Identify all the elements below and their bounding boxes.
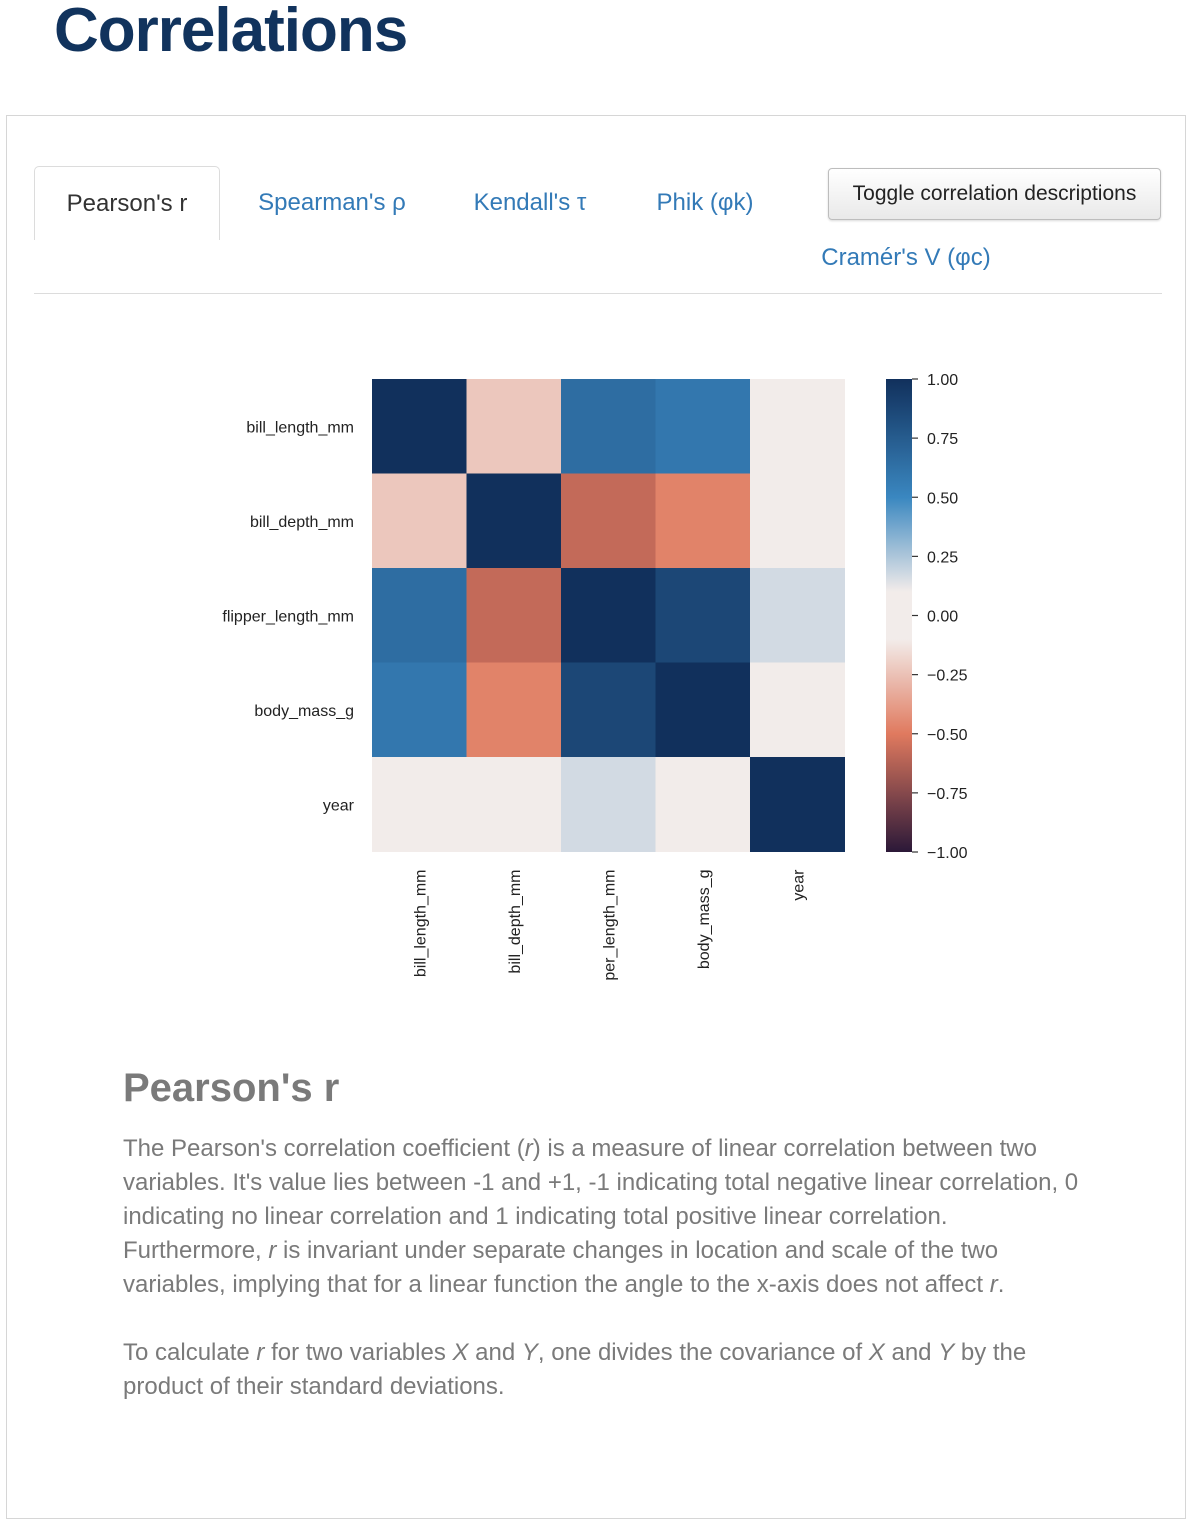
tab-pearson[interactable]: Pearson's r (34, 166, 220, 240)
heatmap-cell (561, 662, 656, 758)
row-label: body_mass_g (254, 703, 354, 720)
heatmap-cell (750, 568, 845, 663)
colorbar-tick-label: 0.75 (927, 431, 958, 448)
row-label: flipper_length_mm (222, 608, 354, 625)
column-label: year (790, 869, 807, 901)
correlation-tabs: Pearson's r Spearman's ρ Kendall's τ Phi… (34, 166, 1162, 294)
description-paragraph-2: To calculate r for two variables X and Y… (123, 1339, 1027, 1400)
colorbar-tick-label: 0.25 (927, 549, 958, 566)
heatmap-cell (466, 473, 562, 569)
heatmap-cell (750, 662, 845, 758)
heatmap-cell (466, 568, 562, 663)
heatmap-cell (655, 568, 751, 663)
heatmap-cell (750, 473, 845, 569)
heatmap-cell (372, 379, 467, 474)
heatmap-cell (561, 379, 656, 474)
description-heading: Pearson's r (123, 1066, 340, 1110)
correlations-panel: Pearson's r Spearman's ρ Kendall's τ Phi… (6, 115, 1186, 1519)
heatmap-cell (561, 473, 656, 569)
page-title: Correlations (54, 0, 408, 65)
row-label: bill_length_mm (246, 419, 354, 436)
heatmap-cell (561, 568, 656, 663)
tab-phik[interactable]: Phik (φk) (656, 189, 754, 216)
heatmap-cell (655, 662, 751, 758)
column-label: body_mass_g (696, 870, 713, 970)
column-label: per_length_mm (601, 870, 618, 981)
heatmap-cell (655, 379, 751, 474)
heatmap-cell (466, 662, 562, 758)
colorbar-tick-label: 0.50 (927, 490, 958, 507)
colorbar-tick-label: −0.50 (927, 727, 968, 744)
heatmap-cell (372, 757, 467, 852)
row-label: bill_depth_mm (250, 514, 354, 531)
heatmap-cell (750, 757, 845, 852)
column-label: bill_length_mm (412, 870, 429, 978)
tab-spearman[interactable]: Spearman's ρ (258, 189, 406, 216)
toggle-descriptions-button[interactable]: Toggle correlation descriptions (828, 168, 1161, 220)
heatmap-cell (655, 757, 751, 852)
heatmap-cell (372, 473, 467, 569)
colorbar-tick-label: −0.75 (927, 786, 968, 803)
correlation-heatmap: bill_length_mm bill_depth_mm flipper_lengt… (222, 372, 968, 981)
tab-divider (34, 293, 1162, 294)
column-label: bill_depth_mm (507, 870, 524, 974)
colorbar-tick-label: −0.25 (927, 668, 968, 685)
colorbar-tick-label: 0.00 (927, 609, 958, 626)
heatmap-cell (655, 473, 751, 569)
heatmap-cell (372, 662, 467, 758)
heatmap-cell (750, 379, 845, 474)
colorbar (886, 379, 912, 852)
description-block: Pearson's r The Pearson's correlation co… (123, 1064, 1083, 1404)
tab-cramers-v[interactable]: Cramér's V (φc) (821, 244, 991, 271)
heatmap-cell (372, 568, 467, 663)
description-paragraph-1: The Pearson's correlation coefficient (r… (123, 1135, 1079, 1298)
colorbar-tick-label: −1.00 (927, 845, 968, 862)
row-label: year (323, 797, 355, 814)
heatmap-cell (561, 757, 656, 852)
heatmap-cell (466, 379, 562, 474)
tab-kendall[interactable]: Kendall's τ (473, 189, 587, 216)
heatmap-cell (466, 757, 562, 852)
colorbar-tick-label: 1.00 (927, 372, 958, 389)
